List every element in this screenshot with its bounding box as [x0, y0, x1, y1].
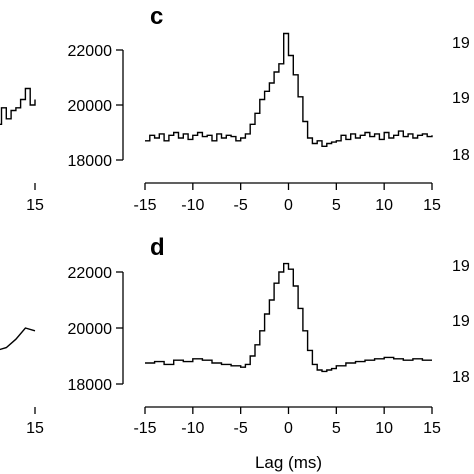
y-tick-label: 22000 [68, 265, 113, 282]
x-tick-label: 5 [332, 420, 341, 437]
y-tick-label: 18000 [68, 377, 113, 394]
panel-right-top: 19 19 18 [452, 35, 470, 164]
panel-d: d -15 -10 -5 0 5 10 15 18000 20000 22000 Lag (ms) [68, 234, 442, 472]
y-tick-label: 19 [452, 35, 470, 52]
y-tick-label: 18 [452, 147, 470, 164]
x-tick-label: 10 [375, 420, 393, 437]
series-line [145, 262, 432, 373]
y-tick-label: 18 [452, 369, 470, 386]
y-tick-label: 18000 [68, 153, 113, 170]
panel-letter-d: d [150, 234, 165, 261]
panel-right-bottom: 19 19 18 [452, 258, 470, 386]
x-tick-label: -5 [234, 197, 248, 214]
y-tick-label: 20000 [68, 98, 113, 115]
x-tick-label: -10 [181, 420, 204, 437]
panel-c: c -15 -10 -5 0 5 10 15 18000 20000 22000 [68, 3, 442, 214]
x-tick-label: -15 [133, 420, 156, 437]
y-tick-label: 19 [452, 90, 470, 107]
y-tick-label: 19 [452, 258, 470, 275]
x-tick-label: 0 [284, 420, 293, 437]
series-line [0, 87, 36, 125]
x-tick-label: -10 [181, 197, 204, 214]
x-tick-label: 15 [26, 420, 44, 437]
x-tick-label: -15 [133, 197, 156, 214]
x-tick-label: 15 [423, 197, 441, 214]
series-line [145, 32, 433, 147]
x-tick-label: 15 [423, 420, 441, 437]
x-tick-label: 10 [375, 197, 393, 214]
y-tick-label: 20000 [68, 321, 113, 338]
x-tick-label: 5 [332, 197, 341, 214]
y-tick-label: 22000 [68, 43, 113, 60]
series-line [0, 327, 36, 351]
panel-letter-c: c [150, 3, 163, 30]
y-tick-label: 19 [452, 313, 470, 330]
x-tick-label: 15 [26, 197, 44, 214]
x-axis-title: Lag (ms) [255, 453, 322, 472]
x-tick-label: 0 [284, 197, 293, 214]
x-tick-label: -5 [234, 420, 248, 437]
panel-left-top: 15 [0, 87, 44, 214]
panel-left-bottom: 15 [0, 327, 44, 437]
